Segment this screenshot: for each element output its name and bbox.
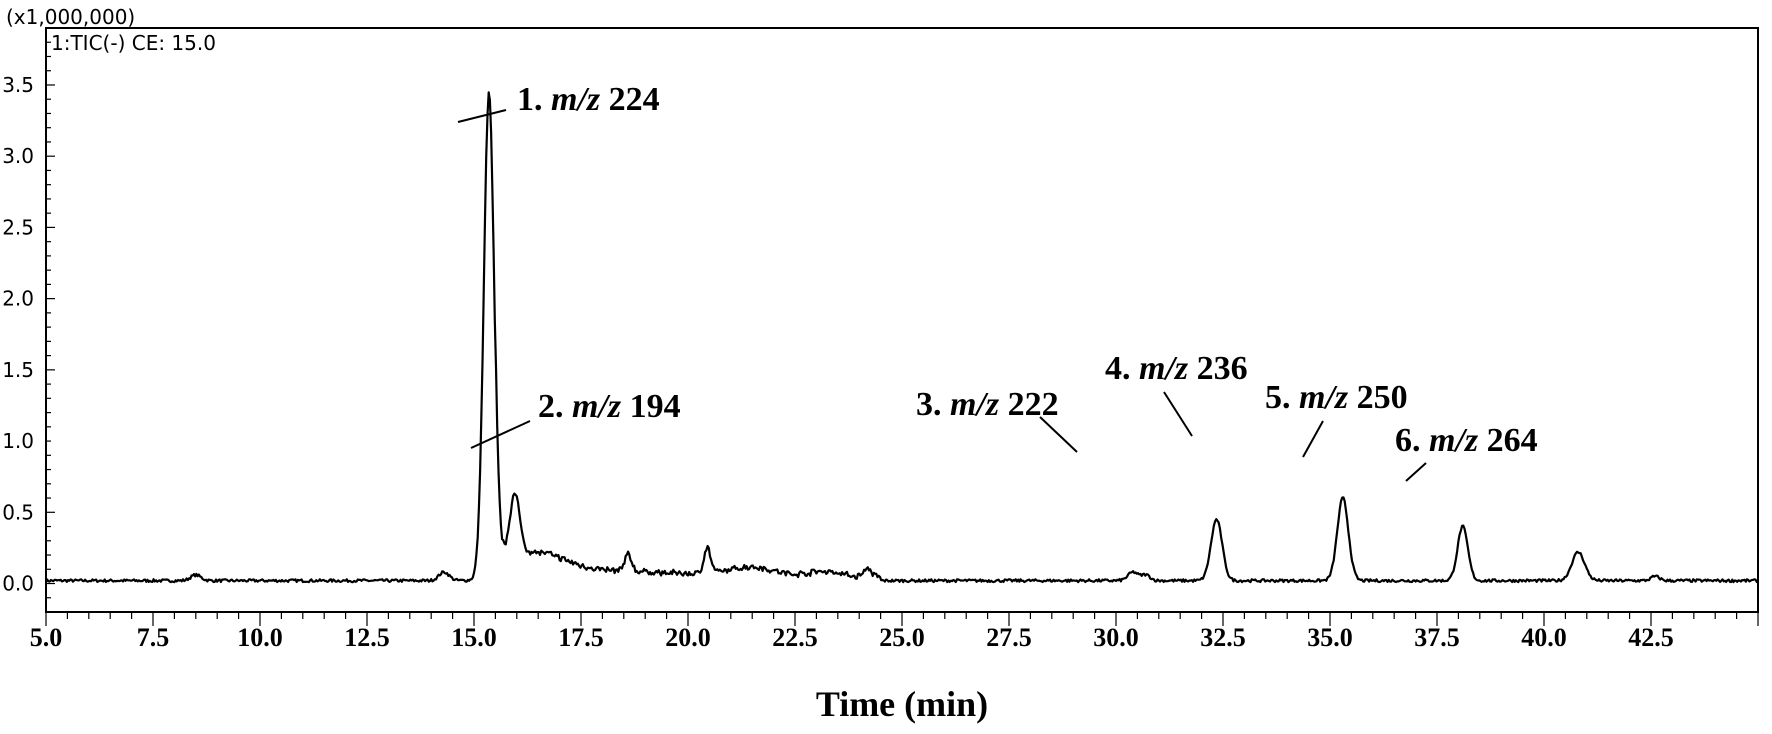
annotation-number: 3.	[916, 386, 950, 423]
trace-label: 1:TIC(-) CE: 15.0	[51, 31, 216, 55]
x-tick-label: 12.5	[344, 623, 390, 652]
y-tick-label: 0.5	[2, 500, 34, 524]
peak-annotation-6: 6. m/z 264	[1395, 422, 1538, 459]
peak-annotation-2: 2. m/z 194	[538, 388, 681, 425]
annotation-value: 236	[1188, 350, 1248, 387]
x-tick-label: 17.5	[558, 623, 604, 652]
annotation-number: 4.	[1105, 350, 1139, 387]
annotation-leader	[1405, 462, 1427, 482]
y-tick-label: 0.0	[2, 572, 34, 596]
annotation-value: 224	[600, 81, 660, 118]
annotation-leader	[1163, 391, 1193, 437]
peak-annotation-3: 3. m/z 222	[916, 386, 1059, 423]
peak-annotation-5: 5. m/z 250	[1265, 379, 1408, 416]
tic-trace	[45, 91, 1759, 584]
y-tick-label: 2.0	[2, 287, 34, 311]
annotation-number: 2.	[538, 388, 572, 425]
x-tick-label: 7.5	[137, 623, 170, 652]
x-tick-label: 42.5	[1628, 623, 1674, 652]
annotation-mz: m/z	[572, 388, 622, 425]
annotation-number: 5.	[1265, 379, 1299, 416]
annotation-value: 264	[1478, 422, 1538, 459]
y-axis: 0.0 0.5 1.0 1.5 2.0 2.5 3.0 3.5	[2, 41, 55, 599]
x-tick-label: 22.5	[772, 623, 818, 652]
peak-annotations: 1. m/z 224 2. m/z 194 3. m/z 222 4. m/z 236…	[457, 81, 1538, 482]
x-tick-label: 40.0	[1521, 623, 1567, 652]
y-multiplier-label: (x1,000,000)	[6, 5, 135, 29]
annotation-leader	[1302, 420, 1324, 458]
annotation-value: 194	[621, 388, 681, 425]
x-tick-label: 27.5	[986, 623, 1032, 652]
annotation-leader	[457, 109, 507, 123]
x-axis: 5.0 7.5 10.0 12.5 15.0 17.5 20.0 22.5 25.0 27.5 30…	[30, 612, 1759, 652]
x-tick-label: 15.0	[451, 623, 497, 652]
y-tick-label: 3.0	[2, 144, 34, 168]
annotation-value: 250	[1348, 379, 1408, 416]
peak-annotation-4: 4. m/z 236	[1105, 350, 1248, 387]
x-tick-label: 20.0	[665, 623, 711, 652]
x-tick-label: 32.5	[1200, 623, 1246, 652]
y-tick-label: 3.5	[2, 73, 34, 97]
annotation-mz: m/z	[551, 81, 601, 118]
annotation-mz: m/z	[1139, 350, 1189, 387]
annotation-leader	[470, 420, 531, 449]
y-tick-label: 2.5	[2, 215, 34, 239]
x-tick-label: 37.5	[1414, 623, 1460, 652]
x-tick-label: 30.0	[1093, 623, 1139, 652]
x-axis-label: Time (min)	[816, 684, 988, 724]
x-tick-label: 10.0	[237, 623, 283, 652]
y-tick-label: 1.5	[2, 358, 34, 382]
x-tick-label: 25.0	[879, 623, 925, 652]
annotation-leader	[1039, 416, 1078, 453]
y-tick-label: 1.0	[2, 429, 34, 453]
plot-frame	[45, 27, 1759, 613]
x-tick-label: 35.0	[1307, 623, 1353, 652]
annotation-number: 1.	[517, 81, 551, 118]
annotation-mz: m/z	[1299, 379, 1349, 416]
peak-annotation-1: 1. m/z 224	[517, 81, 660, 118]
x-tick-label: 5.0	[30, 623, 63, 652]
annotation-mz: m/z	[950, 386, 1000, 423]
annotation-value: 222	[999, 386, 1059, 423]
annotation-mz: m/z	[1429, 422, 1479, 459]
annotation-number: 6.	[1395, 422, 1429, 459]
